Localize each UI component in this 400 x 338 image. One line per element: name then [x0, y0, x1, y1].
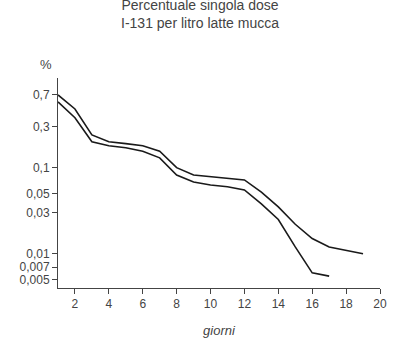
svg-text:8: 8 — [173, 297, 180, 311]
svg-text:giorni: giorni — [203, 323, 236, 338]
svg-text:18: 18 — [339, 297, 353, 311]
svg-text:0,007: 0,007 — [20, 260, 50, 274]
svg-text:0,05: 0,05 — [26, 187, 50, 201]
svg-text:2: 2 — [72, 297, 79, 311]
svg-text:14: 14 — [272, 297, 286, 311]
svg-text:4: 4 — [105, 297, 112, 311]
svg-text:0,03: 0,03 — [26, 206, 50, 220]
svg-text:0,7: 0,7 — [33, 88, 50, 102]
svg-text:0,005: 0,005 — [20, 273, 50, 287]
svg-text:12: 12 — [238, 297, 252, 311]
svg-text:%: % — [40, 57, 52, 72]
svg-text:10: 10 — [204, 297, 218, 311]
svg-text:Percentuale singola doseI-131: Percentuale singola doseI-131 per litro … — [121, 0, 279, 31]
svg-text:20: 20 — [373, 297, 387, 311]
svg-text:6: 6 — [139, 297, 146, 311]
svg-text:0,01: 0,01 — [26, 247, 50, 261]
svg-text:0,1: 0,1 — [33, 161, 50, 175]
svg-text:16: 16 — [306, 297, 320, 311]
svg-text:0,3: 0,3 — [33, 120, 50, 134]
